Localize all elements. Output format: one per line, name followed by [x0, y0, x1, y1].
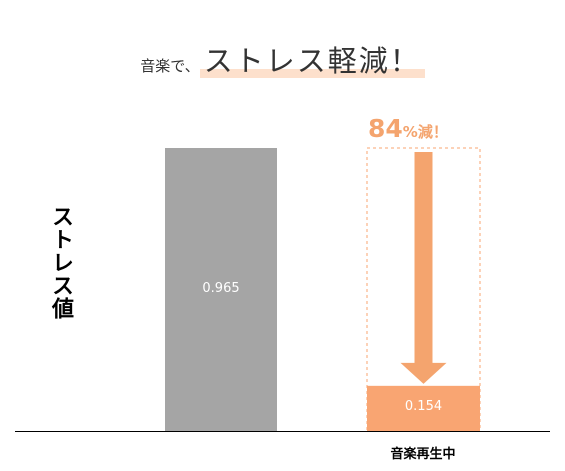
y-axis-label: ストレス値 [48, 205, 73, 320]
bar-before [165, 148, 277, 431]
reduction-number: 84 [368, 114, 403, 143]
reduction-arrow-head [400, 362, 447, 384]
bar-value-label-music: 0.154 [404, 399, 443, 415]
bar-music [367, 385, 480, 431]
reduction-callout: 84%減！ [368, 114, 448, 143]
reduction-suffix: %減！ [402, 123, 448, 141]
chart-title: 音楽で、 ストレス軽減！ [0, 38, 565, 80]
x-tick-label-music: 音楽再生中 [390, 447, 456, 462]
bar-value-label-before: 0.965 [202, 280, 240, 296]
title-prefix: 音楽で、 [140, 57, 200, 75]
reduction-arrow-shaft [414, 152, 433, 364]
title-main: ストレス軽減！ [199, 38, 425, 80]
